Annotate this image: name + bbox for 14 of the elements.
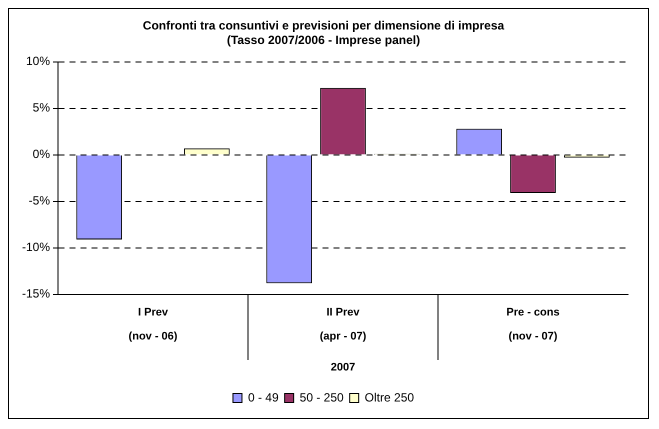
x-tick-label: I Prev (nov - 06): [128, 306, 178, 343]
legend-label: Oltre 250: [364, 390, 414, 404]
y-tick-label: -15%: [22, 286, 50, 301]
x-tick-label: II Prev (apr - 07): [320, 306, 367, 343]
chart-title: Confronti tra consuntivi e previsioni per dimensione di impresa (Tasso 2007/2006 - Imprese panel): [142, 18, 505, 47]
y-tick-label: 10%: [26, 54, 50, 68]
y-tick-label: 5%: [32, 100, 50, 115]
y-tick-label: -10%: [22, 240, 50, 254]
x-tick-label: Pre - cons (nov - 07): [506, 306, 560, 343]
y-tick-label: -5%: [28, 194, 50, 208]
y-tick-label: 0%: [32, 147, 50, 162]
x-axis-title: 2007: [330, 361, 356, 374]
legend-label: 50 - 250: [300, 390, 344, 404]
legend-label: 0 - 49: [248, 390, 279, 404]
